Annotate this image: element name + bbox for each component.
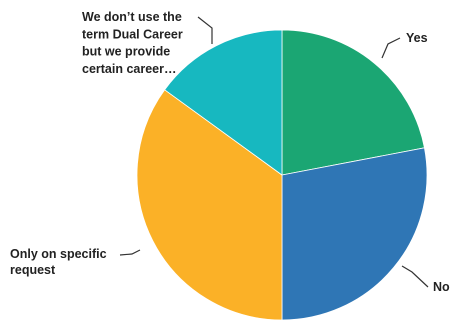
- slice-label-line: certain career…: [82, 62, 177, 76]
- slice-label-we-don-t-use-the-term-dual-career-but-we-provide-certain-career: We don’t use the term Dual Career but we p…: [82, 10, 183, 76]
- pie-slice-yes: [281, 29, 425, 176]
- slice-label-line: Only on specific: [10, 247, 107, 261]
- pie-slices: [136, 29, 428, 321]
- leader-line-yes: [381, 37, 401, 59]
- slice-label-no: No: [433, 280, 450, 294]
- slice-labels: Yes No Only on specific request We don’t use…: [10, 10, 450, 294]
- slice-label-only-on-specific-request: Only on specific request: [10, 247, 107, 277]
- slice-label-line: No: [433, 280, 450, 294]
- pie-slice-only-on-specific-request: [136, 89, 283, 321]
- leader-line-only-on-specific-request: [119, 249, 141, 256]
- slice-label-yes: Yes: [406, 31, 428, 45]
- label-leader-lines: [119, 16, 429, 288]
- pie-slice-no: [281, 147, 428, 321]
- slice-label-line: term Dual Career: [82, 27, 183, 41]
- slice-label-line: request: [10, 263, 56, 277]
- leader-line-we-don-t-use-the-term-dual-career-but-we-provide-certain-career: [197, 16, 213, 44]
- slice-label-line: Yes: [406, 31, 428, 45]
- slice-label-line: but we provide: [82, 45, 170, 59]
- leader-line-no: [401, 265, 429, 288]
- slice-label-line: We don’t use the: [82, 10, 182, 24]
- pie-slice-we-don-t-use-the-term-dual-career-but-we-provide-certain-career: [164, 29, 283, 176]
